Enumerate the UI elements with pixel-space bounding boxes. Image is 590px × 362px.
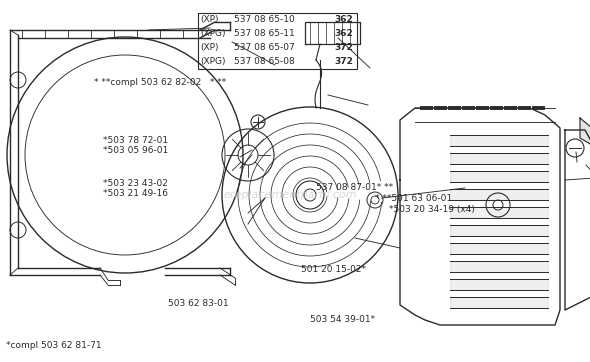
Text: *503 23 43-02: *503 23 43-02 <box>103 180 168 188</box>
Text: 372: 372 <box>334 43 353 52</box>
Text: 503 62 83-01: 503 62 83-01 <box>168 299 229 308</box>
Text: *503 05 96-01: *503 05 96-01 <box>103 146 169 155</box>
Text: *compl 503 62 81-71: *compl 503 62 81-71 <box>6 341 101 350</box>
Text: 362: 362 <box>334 29 353 38</box>
Text: *503 20 34-19 (x4): *503 20 34-19 (x4) <box>389 205 476 214</box>
Text: 537 08 65-08: 537 08 65-08 <box>234 57 294 66</box>
Text: (XPG): (XPG) <box>201 29 226 38</box>
Text: 537 08 65-11: 537 08 65-11 <box>234 29 294 38</box>
Text: 372: 372 <box>334 57 353 66</box>
Polygon shape <box>580 118 590 145</box>
Text: (XP): (XP) <box>201 15 219 24</box>
Text: * **501 63 06-01: * **501 63 06-01 <box>375 194 452 203</box>
Text: 362: 362 <box>334 15 353 24</box>
Text: 537 08 65-07: 537 08 65-07 <box>234 43 294 52</box>
Text: (XPG): (XPG) <box>201 57 226 66</box>
Text: * **compl 503 62 82-02   * **: * **compl 503 62 82-02 * ** <box>94 78 227 87</box>
Text: *503 78 72-01: *503 78 72-01 <box>103 136 168 145</box>
Text: ereplacementparts.com: ereplacementparts.com <box>223 190 357 200</box>
Text: 503 54 39-01*: 503 54 39-01* <box>310 315 375 324</box>
Text: *503 21 49-16: *503 21 49-16 <box>103 189 168 198</box>
Text: 537 08 87-01* **: 537 08 87-01* ** <box>316 183 393 192</box>
Text: (XP): (XP) <box>201 43 219 52</box>
Text: 501 20 15-02*: 501 20 15-02* <box>301 265 366 274</box>
Bar <box>198 13 357 69</box>
Text: 537 08 65-10: 537 08 65-10 <box>234 15 294 24</box>
